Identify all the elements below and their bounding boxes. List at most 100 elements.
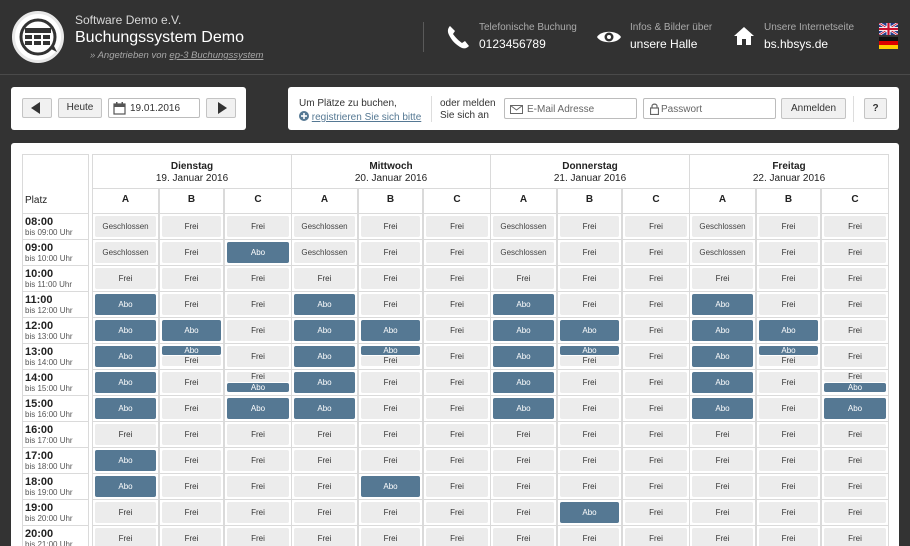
slot-abo[interactable]: Abo — [361, 346, 420, 355]
slot-frei[interactable]: Frei — [361, 398, 420, 419]
slot-frei[interactable]: Frei — [493, 528, 554, 546]
slot-frei[interactable]: Frei — [560, 294, 619, 315]
slot-frei[interactable]: Frei — [426, 242, 488, 263]
slot-frei[interactable]: Frei — [294, 528, 355, 546]
slot-frei[interactable]: Frei — [227, 424, 289, 445]
slot-frei[interactable]: Frei — [560, 242, 619, 263]
slot-frei[interactable]: Frei — [426, 476, 488, 497]
slot-frei[interactable]: Frei — [824, 320, 886, 341]
slot-frei[interactable]: Frei — [824, 216, 886, 237]
slot-abo[interactable]: Abo — [824, 398, 886, 419]
hall-info[interactable]: Infos & Bilder über unsere Halle — [630, 22, 712, 51]
slot-abo[interactable]: Abo — [162, 320, 221, 341]
slot-frei[interactable]: Frei — [692, 502, 753, 523]
slot-frei[interactable]: Frei — [625, 294, 687, 315]
slot-abo[interactable]: Abo — [560, 320, 619, 341]
slot-frei[interactable]: Frei — [824, 502, 886, 523]
slot-geschlossen[interactable]: Geschlossen — [294, 242, 355, 263]
slot-frei[interactable]: Frei — [426, 528, 488, 546]
slot-frei[interactable]: Frei — [162, 216, 221, 237]
slot-frei[interactable]: Frei — [493, 268, 554, 289]
slot-frei[interactable]: Frei — [426, 372, 488, 393]
slot-frei[interactable]: Frei — [361, 424, 420, 445]
slot-frei[interactable]: Frei — [759, 476, 818, 497]
slot-split[interactable]: Abo Frei — [361, 346, 420, 367]
slot-frei[interactable]: Frei — [162, 398, 221, 419]
slot-frei[interactable]: Frei — [493, 450, 554, 471]
slot-split[interactable]: Frei Abo — [227, 372, 289, 393]
logo[interactable] — [12, 11, 64, 63]
slot-frei[interactable]: Frei — [759, 450, 818, 471]
login-button[interactable]: Anmelden — [781, 98, 846, 119]
slot-frei[interactable]: Frei — [361, 372, 420, 393]
slot-frei[interactable]: Frei — [824, 528, 886, 546]
slot-abo[interactable]: Abo — [294, 294, 355, 315]
slot-abo[interactable]: Abo — [227, 398, 289, 419]
slot-frei[interactable]: Frei — [625, 476, 687, 497]
slot-frei[interactable]: Frei — [227, 216, 289, 237]
powered-link[interactable]: ep-3 Buchungssystem — [169, 50, 264, 61]
slot-split[interactable]: Abo Frei — [162, 346, 221, 367]
slot-frei[interactable]: Frei — [162, 476, 221, 497]
slot-geschlossen[interactable]: Geschlossen — [95, 216, 156, 237]
slot-frei[interactable]: Frei — [625, 320, 687, 341]
slot-geschlossen[interactable]: Geschlossen — [493, 242, 554, 263]
slot-frei[interactable]: Frei — [560, 476, 619, 497]
slot-frei[interactable]: Frei — [625, 450, 687, 471]
slot-frei[interactable]: Frei — [227, 294, 289, 315]
slot-frei[interactable]: Frei — [692, 424, 753, 445]
slot-frei[interactable]: Frei — [294, 450, 355, 471]
slot-frei[interactable]: Frei — [625, 424, 687, 445]
slot-frei[interactable]: Frei — [625, 242, 687, 263]
slot-split[interactable]: Frei Abo — [824, 372, 886, 393]
slot-frei[interactable]: Frei — [162, 528, 221, 546]
slot-frei[interactable]: Frei — [692, 268, 753, 289]
slot-frei[interactable]: Frei — [759, 528, 818, 546]
slot-frei[interactable]: Frei — [227, 502, 289, 523]
slot-frei[interactable]: Frei — [162, 372, 221, 393]
slot-abo[interactable]: Abo — [227, 383, 289, 392]
slot-frei[interactable]: Frei — [426, 398, 488, 419]
slot-frei[interactable]: Frei — [162, 242, 221, 263]
slot-frei[interactable]: Frei — [625, 398, 687, 419]
slot-geschlossen[interactable]: Geschlossen — [95, 242, 156, 263]
slot-frei[interactable]: Frei — [560, 372, 619, 393]
slot-frei[interactable]: Frei — [227, 372, 289, 382]
slot-frei[interactable]: Frei — [426, 346, 488, 367]
slot-frei[interactable]: Frei — [824, 294, 886, 315]
slot-frei[interactable]: Frei — [227, 528, 289, 546]
slot-frei[interactable]: Frei — [759, 502, 818, 523]
slot-frei[interactable]: Frei — [294, 268, 355, 289]
slot-frei[interactable]: Frei — [625, 372, 687, 393]
slot-abo[interactable]: Abo — [692, 398, 753, 419]
slot-frei[interactable]: Frei — [759, 268, 818, 289]
slot-split[interactable]: Abo Frei — [560, 346, 619, 367]
email-field[interactable]: E-Mail Adresse — [504, 98, 637, 119]
slot-abo[interactable]: Abo — [162, 346, 221, 355]
slot-frei[interactable]: Frei — [162, 356, 221, 366]
slot-frei[interactable]: Frei — [560, 216, 619, 237]
slot-geschlossen[interactable]: Geschlossen — [493, 216, 554, 237]
slot-abo[interactable]: Abo — [493, 346, 554, 367]
slot-frei[interactable]: Frei — [560, 356, 619, 366]
slot-frei[interactable]: Frei — [824, 268, 886, 289]
slot-frei[interactable]: Frei — [227, 476, 289, 497]
slot-abo[interactable]: Abo — [493, 320, 554, 341]
slot-frei[interactable]: Frei — [759, 424, 818, 445]
slot-frei[interactable]: Frei — [95, 268, 156, 289]
slot-abo[interactable]: Abo — [361, 476, 420, 497]
uk-flag-icon[interactable] — [879, 23, 898, 35]
slot-frei[interactable]: Frei — [294, 502, 355, 523]
slot-frei[interactable]: Frei — [759, 242, 818, 263]
slot-frei[interactable]: Frei — [95, 424, 156, 445]
slot-frei[interactable]: Frei — [426, 424, 488, 445]
slot-frei[interactable]: Frei — [227, 268, 289, 289]
slot-abo[interactable]: Abo — [759, 346, 818, 355]
slot-abo[interactable]: Abo — [294, 320, 355, 341]
slot-frei[interactable]: Frei — [227, 320, 289, 341]
slot-frei[interactable]: Frei — [625, 528, 687, 546]
slot-abo[interactable]: Abo — [95, 450, 156, 471]
slot-abo[interactable]: Abo — [759, 320, 818, 341]
slot-frei[interactable]: Frei — [361, 242, 420, 263]
slot-frei[interactable]: Frei — [560, 268, 619, 289]
